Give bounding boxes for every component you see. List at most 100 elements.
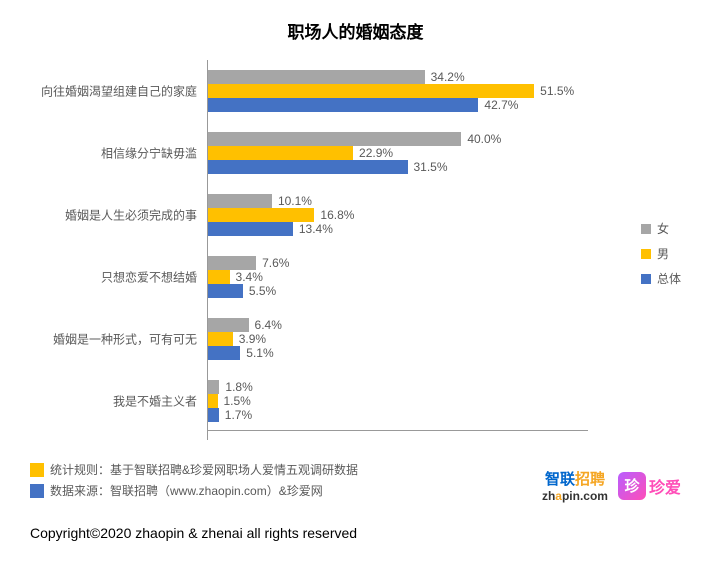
category-label: 婚姻是人生必须完成的事 [65,207,197,224]
bar-male [208,394,218,408]
logo-zhaopin-en-mid: a [555,489,562,503]
bars-group: 40.0% 22.9% 31.5% [208,132,588,174]
bars-group: 7.6%3.4%5.5% [208,256,588,298]
bar-value-label: 13.4% [293,222,333,236]
bar-value-label: 3.4% [230,270,263,284]
footer-notes: 统计规则：基于智联招聘&珍爱网职场人爱情五观调研数据数据来源：智联招聘（www.… [30,461,358,503]
logo-zhenai: 珍 珍爱 [618,472,681,500]
note-text: 数据来源：智联招聘（www.zhaopin.com）&珍爱网 [50,482,323,499]
legend-item-female: 女 [641,220,681,237]
category-label: 婚姻是一种形式，可有可无 [53,331,197,348]
bar-female [208,318,249,332]
bar-row: 13.4% [208,222,588,236]
bar-value-label: 3.9% [233,332,266,346]
note-row: 统计规则：基于智联招聘&珍爱网职场人爱情五观调研数据 [30,461,358,478]
bar-value-label: 1.5% [218,394,251,408]
category-group: 相信缘分宁缺毋滥40.0%22.9%31.5% [30,132,590,174]
note-swatch [30,484,44,498]
logo-zhaopin: 智联 招聘 zhapin.com [542,468,608,503]
bar-value-label: 22.9% [353,146,393,160]
bar-row: 5.5% [208,284,588,298]
category-label: 我是不婚主义者 [113,393,197,410]
bar-value-label: 51.5% [534,84,574,98]
bar-value-label: 16.8% [314,208,354,222]
legend-item-male: 男 [641,245,681,262]
bar-total [208,98,478,112]
bar-value-label: 1.8% [219,380,252,394]
chart-legend: 女男总体 [641,220,681,295]
x-axis-line [208,430,588,431]
bar-total [208,408,219,422]
bar-row: 10.1% [208,194,588,208]
logo-zhaopin-cn2: 招聘 [575,468,605,489]
logo-zhaopin-en-suffix: .com [580,489,608,503]
copyright-text: Copyright©2020 zhaopin & zhenai all righ… [30,525,357,541]
bars-group: 34.2% 51.5% 42.7% [208,70,588,112]
logo-zhaopin-en-post: pin [562,489,580,503]
bar-row: 22.9% [208,146,588,160]
bar-value-label: 5.1% [240,346,273,360]
bar-male [208,146,353,160]
bar-value-label: 31.5% [408,160,448,174]
bar-row: 42.7% [208,98,588,112]
category-group: 只想恋爱不想结婚 7.6%3.4%5.5% [30,256,590,298]
legend-swatch [641,224,651,234]
bar-row: 7.6% [208,256,588,270]
bars-group: 6.4%3.9%5.1% [208,318,588,360]
bar-row: 1.5% [208,394,588,408]
bar-row: 1.8% [208,380,588,394]
bar-value-label: 42.7% [478,98,518,112]
logo-zhaopin-en-pre: zh [542,489,555,503]
bar-value-label: 6.4% [249,318,282,332]
bar-total [208,222,293,236]
note-swatch [30,463,44,477]
note-text: 统计规则：基于智联招聘&珍爱网职场人爱情五观调研数据 [50,461,358,478]
legend-label: 总体 [657,270,681,287]
legend-swatch [641,274,651,284]
bar-female [208,380,219,394]
bar-female [208,70,425,84]
logo-zhenai-badge: 珍 [618,472,646,500]
logo-zhaopin-cn1: 智联 [545,468,575,489]
bar-value-label: 7.6% [256,256,289,270]
category-group: 我是不婚主义者 1.8%1.5%1.7% [30,380,590,422]
chart-title: 职场人的婚姻态度 [0,0,711,43]
category-label: 只想恋爱不想结婚 [101,269,197,286]
category-group: 向往婚姻渴望组建自己的家庭 34.2% 51.5% 42.7% [30,70,590,112]
legend-label: 女 [657,220,669,237]
bar-value-label: 5.5% [243,284,276,298]
bar-male [208,84,534,98]
logos-area: 智联 招聘 zhapin.com 珍 珍爱 [542,468,681,503]
category-group: 婚姻是一种形式，可有可无 6.4%3.9%5.1% [30,318,590,360]
bar-value-label: 34.2% [425,70,465,84]
bar-male [208,270,230,284]
bar-row: 16.8% [208,208,588,222]
bar-row: 31.5% [208,160,588,174]
bar-total [208,160,408,174]
bar-row: 3.4% [208,270,588,284]
bar-female [208,132,461,146]
bar-row: 5.1% [208,346,588,360]
bar-male [208,332,233,346]
bars-group: 1.8%1.5%1.7% [208,380,588,422]
bar-row: 51.5% [208,84,588,98]
category-group: 婚姻是人生必须完成的事 10.1%16.8%13.4% [30,194,590,236]
bar-male [208,208,314,222]
bar-value-label: 1.7% [219,408,252,422]
bar-value-label: 10.1% [272,194,312,208]
bar-row: 34.2% [208,70,588,84]
legend-label: 男 [657,245,669,262]
bar-value-label: 40.0% [461,132,501,146]
bars-group: 10.1%16.8%13.4% [208,194,588,236]
category-label: 向往婚姻渴望组建自己的家庭 [41,83,197,100]
chart-area: 向往婚姻渴望组建自己的家庭34.2%51.5%42.7%相信缘分宁缺毋滥40.0… [30,60,590,450]
legend-swatch [641,249,651,259]
bar-total [208,346,240,360]
bar-row: 1.7% [208,408,588,422]
logo-zhenai-text: 珍爱 [649,474,681,498]
note-row: 数据来源：智联招聘（www.zhaopin.com）&珍爱网 [30,482,358,499]
bar-female [208,256,256,270]
bar-female [208,194,272,208]
bar-row: 3.9% [208,332,588,346]
bar-row: 40.0% [208,132,588,146]
